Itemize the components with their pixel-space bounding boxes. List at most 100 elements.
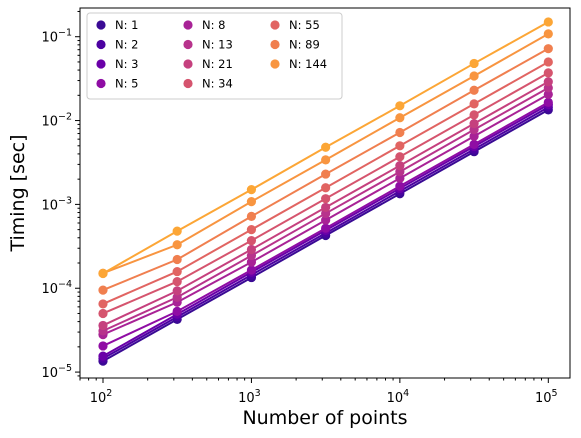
series-10	[98, 44, 553, 295]
legend-label: N: 2	[115, 38, 138, 52]
series-9	[98, 57, 553, 309]
series-4	[98, 97, 553, 351]
legend-marker	[96, 20, 106, 30]
series-12	[98, 17, 553, 279]
legend: N: 1 N: 2 N: 3 N: 5 N: 8 N: 13 N: 21 N: 34 N: 55…	[86, 12, 343, 100]
data-point	[395, 127, 405, 138]
data-point	[321, 142, 331, 152]
data-point	[543, 17, 553, 27]
data-point	[395, 152, 405, 162]
data-point	[395, 173, 405, 183]
legend-item: N: 89	[270, 38, 320, 52]
x-tick-label: 103	[238, 388, 261, 406]
legend-label: N: 3	[115, 57, 138, 71]
legend-item: N: 55	[270, 18, 320, 32]
data-point	[98, 320, 108, 331]
axes-layer: 102 103 104 105 10−5 10−4 10−3 10−2 10−1	[41, 7, 571, 406]
legend-item: N: 21	[183, 57, 233, 71]
data-point	[469, 85, 479, 95]
data-point	[395, 181, 405, 191]
data-point	[469, 99, 479, 109]
y-tick-label: 10−3	[41, 195, 72, 213]
legend-item: N: 3	[96, 57, 138, 71]
data-point	[172, 277, 182, 287]
legend-label: N: 55	[289, 18, 320, 32]
y-tick-label: 10−1	[41, 28, 72, 46]
data-point	[98, 341, 108, 351]
series-layer	[98, 17, 553, 366]
y-tick-label: 10−5	[41, 363, 72, 381]
legend-marker	[96, 39, 106, 50]
data-point	[321, 183, 331, 193]
legend-label: N: 5	[115, 77, 138, 91]
legend-item: N: 5	[96, 77, 138, 91]
data-point	[246, 265, 257, 275]
data-point	[469, 131, 479, 141]
data-point	[246, 236, 257, 246]
data-point	[395, 101, 405, 111]
legend-marker	[183, 39, 193, 50]
legend-item: N: 1	[96, 18, 138, 32]
data-point	[98, 285, 108, 295]
data-point	[395, 141, 405, 151]
data-point	[172, 226, 182, 236]
series-5	[98, 89, 553, 340]
data-point	[543, 57, 553, 67]
legend-marker	[270, 39, 280, 50]
x-axis-label: Number of points	[242, 407, 407, 429]
legend-marker	[183, 78, 193, 89]
data-point	[98, 268, 108, 279]
legend-label: N: 144	[289, 57, 327, 71]
legend-marker	[96, 59, 106, 69]
data-point	[172, 292, 182, 302]
data-point	[469, 58, 479, 69]
data-point	[395, 113, 405, 123]
data-point	[246, 185, 257, 195]
y-tick-label: 10−4	[41, 279, 72, 297]
y-tick-label: 10−2	[41, 112, 72, 130]
series-line	[102, 72, 549, 315]
data-point	[469, 110, 479, 120]
data-point	[321, 194, 331, 204]
data-point	[543, 97, 553, 107]
data-point	[321, 155, 331, 165]
x-tick-label: 102	[90, 388, 113, 406]
data-point	[98, 308, 108, 319]
legend-marker	[96, 78, 106, 89]
data-point	[321, 223, 331, 233]
legend-item: N: 34	[183, 77, 233, 91]
data-point	[469, 71, 479, 81]
data-point	[172, 240, 182, 250]
y-axis-label: Timing [sec]	[7, 134, 29, 252]
data-point	[98, 351, 108, 361]
data-point	[543, 77, 553, 87]
data-point	[469, 118, 479, 129]
data-point	[543, 29, 553, 39]
data-point	[246, 211, 257, 221]
data-point	[469, 139, 479, 149]
data-point	[246, 196, 257, 207]
legend-marker	[183, 20, 193, 30]
legend-item: N: 144	[270, 57, 327, 71]
data-point	[543, 89, 553, 100]
plot-frame	[79, 7, 571, 379]
data-point	[321, 202, 331, 213]
data-point	[543, 44, 553, 54]
data-point	[395, 161, 405, 171]
data-point	[246, 225, 257, 235]
x-tick-label: 105	[535, 388, 558, 406]
legend-item: N: 13	[183, 38, 233, 52]
legend-marker	[270, 59, 280, 69]
legend-box	[86, 12, 343, 100]
legend-label: N: 34	[202, 77, 233, 91]
data-point	[321, 169, 331, 179]
data-point	[172, 286, 182, 296]
legend-label: N: 8	[202, 18, 225, 32]
data-point	[98, 299, 108, 309]
data-point	[172, 306, 182, 316]
data-point	[321, 215, 331, 225]
data-point	[543, 68, 553, 78]
legend-item: N: 8	[183, 18, 225, 32]
legend-label: N: 89	[289, 38, 320, 52]
